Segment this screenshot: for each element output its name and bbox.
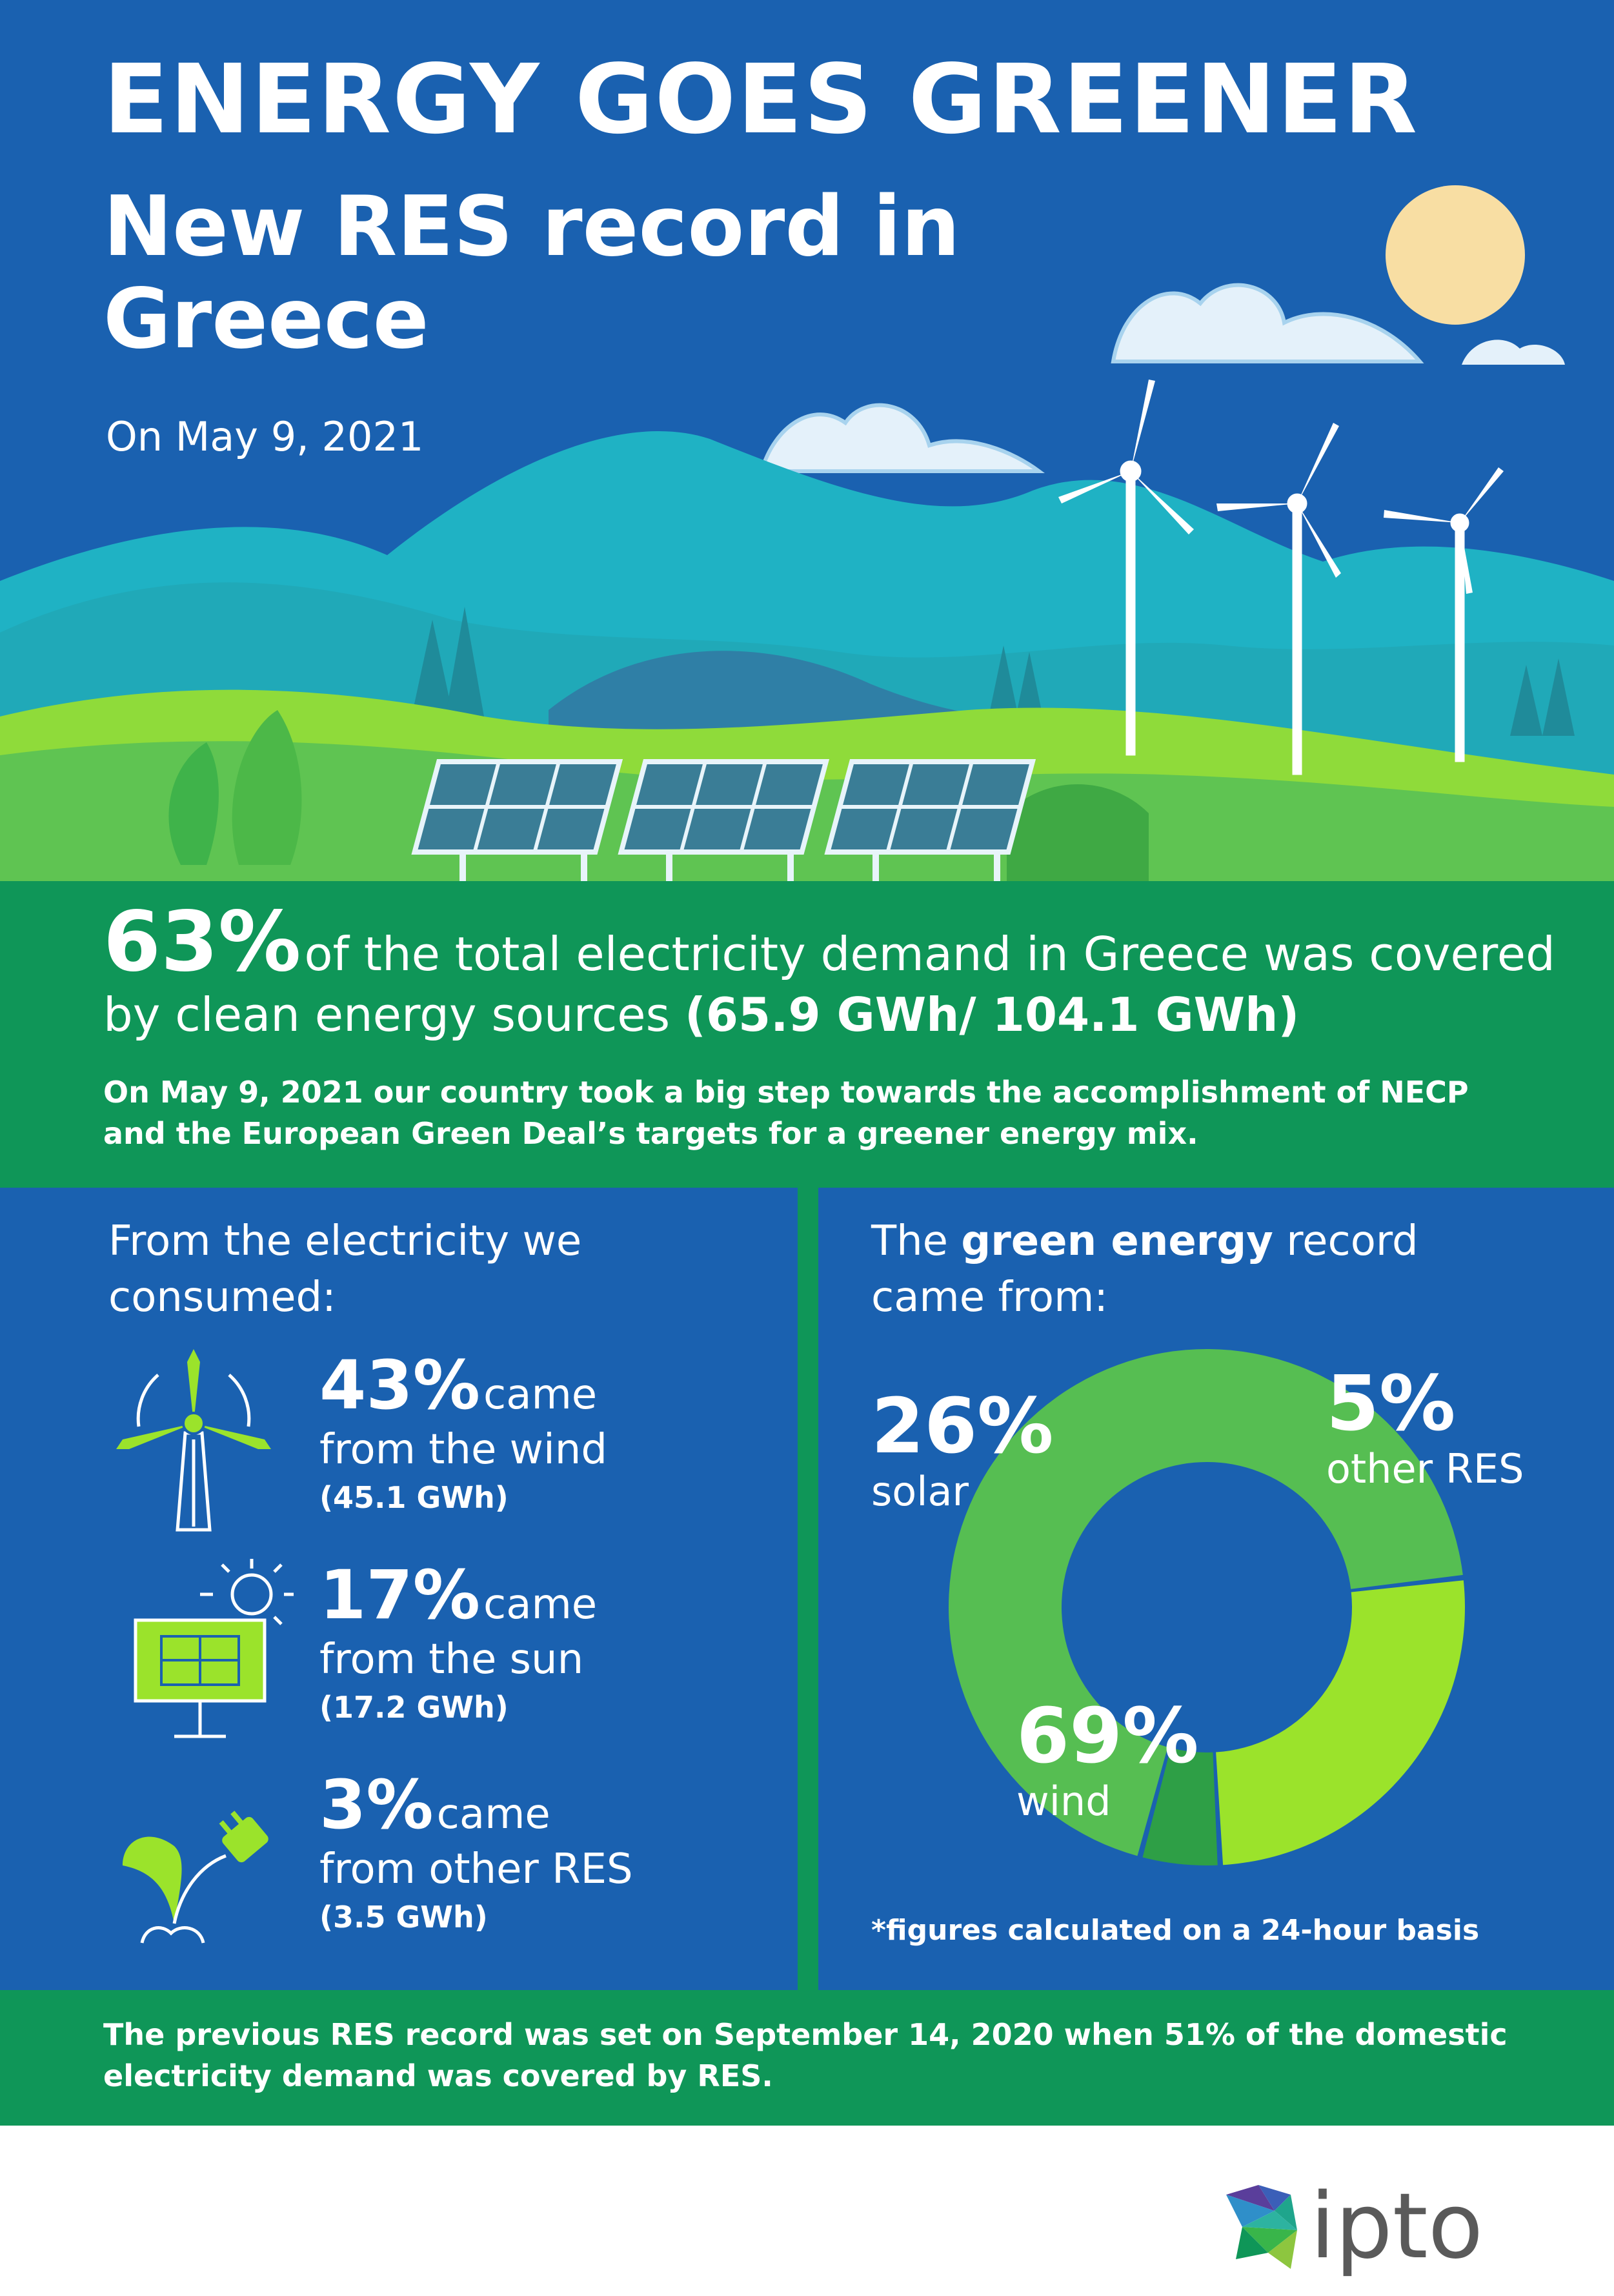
cloud-icon bbox=[1462, 340, 1565, 365]
footer bbox=[0, 2126, 1614, 2296]
statement-line2-text: by clean energy sources bbox=[103, 988, 671, 1042]
ipto-logo-icon bbox=[1226, 2185, 1297, 2269]
stat-wind-came: came bbox=[483, 1371, 598, 1419]
consumption-intro: From the electricity we consumed: bbox=[108, 1217, 582, 1322]
stat-other-gwh: (3.5 GWh) bbox=[319, 1900, 488, 1935]
stat-wind-from: from the wind bbox=[319, 1426, 607, 1474]
label-other-name: other RES bbox=[1326, 1445, 1524, 1492]
donut-slice-other-res bbox=[1142, 1747, 1218, 1865]
statement-headline: 63% of the total electricity demand in G… bbox=[103, 894, 1555, 990]
page-subtitle: New RES record in Greece bbox=[103, 179, 960, 368]
record-date: On May 9, 2021 bbox=[106, 413, 424, 460]
page-title: ENERGY GOES GREENER bbox=[103, 44, 1419, 155]
hero-section: ENERGY GOES GREENER New RES record in Gr… bbox=[0, 0, 1614, 881]
record-intro-suffix: record came from: bbox=[871, 1217, 1418, 1322]
previous-record-section bbox=[0, 1990, 1614, 2126]
wind-turbine-illustration bbox=[1058, 380, 1504, 775]
label-other-percent: 5% bbox=[1326, 1359, 1456, 1448]
logo-text: ipto bbox=[1310, 2174, 1484, 2279]
panel-divider bbox=[798, 1188, 818, 1990]
donut-slice-solar bbox=[1216, 1580, 1465, 1865]
stat-sun-from: from the sun bbox=[319, 1636, 584, 1683]
stat-other-came: came bbox=[436, 1791, 550, 1838]
stat-wind-percent: 43% bbox=[319, 1346, 480, 1425]
solar-panel-icon bbox=[134, 1559, 294, 1738]
label-solar: 26% solar bbox=[871, 1388, 1053, 1515]
record-intro-bold: green energy bbox=[961, 1217, 1273, 1265]
green-energy-donut-chart bbox=[948, 1349, 1465, 1865]
label-solar-name: solar bbox=[871, 1468, 969, 1515]
statement-line2: by clean energy sources (65.9 GWh/ 104.1… bbox=[103, 988, 1299, 1042]
label-other: 5% other RES bbox=[1326, 1365, 1524, 1492]
sun-icon bbox=[1386, 185, 1525, 325]
stat-sun: 17% came from the sun (17.2 GWh) bbox=[319, 1556, 597, 1725]
stat-sun-came: came bbox=[483, 1581, 598, 1629]
label-solar-percent: 26% bbox=[871, 1381, 1054, 1470]
landscape-illustration bbox=[0, 185, 1614, 881]
record-intro-prefix: The bbox=[871, 1217, 949, 1265]
stat-sun-gwh: (17.2 GWh) bbox=[319, 1690, 509, 1725]
statement-gwh: (65.9 GWh/ 104.1 GWh) bbox=[685, 988, 1300, 1042]
record-intro: The green energy record came from: bbox=[871, 1214, 1452, 1326]
solar-panel-illustration bbox=[411, 759, 1036, 881]
stat-other-from: from other RES bbox=[319, 1845, 633, 1893]
statement-note: On May 9, 2021 our country took a big st… bbox=[103, 1075, 1469, 1152]
statement-section bbox=[0, 881, 1614, 1188]
stat-other: 3% came from other RES (3.5 GWh) bbox=[319, 1765, 633, 1935]
stat-sun-percent: 17% bbox=[319, 1556, 480, 1634]
plant-plug-icon bbox=[123, 1811, 268, 1944]
donut-slice-wind bbox=[948, 1349, 1463, 1856]
label-wind: 69% wind bbox=[1016, 1698, 1198, 1825]
previous-record-text: The previous RES record was set on Septe… bbox=[103, 2017, 1508, 2094]
stat-wind-gwh: (45.1 GWh) bbox=[319, 1480, 509, 1515]
wind-turbine-icon bbox=[116, 1349, 271, 1532]
label-wind-name: wind bbox=[1016, 1778, 1111, 1825]
cloud-icon bbox=[1111, 283, 1424, 363]
headline-percent: 63% bbox=[103, 894, 301, 990]
label-wind-percent: 69% bbox=[1016, 1691, 1199, 1780]
headline-text: of the total electricity demand in Greec… bbox=[304, 927, 1555, 981]
stat-wind: 43% came from the wind (45.1 GWh) bbox=[319, 1346, 607, 1515]
stat-other-percent: 3% bbox=[319, 1765, 434, 1844]
cloud-icon bbox=[759, 403, 1045, 473]
footnote: *figures calculated on a 24-hour basis bbox=[871, 1914, 1480, 1947]
